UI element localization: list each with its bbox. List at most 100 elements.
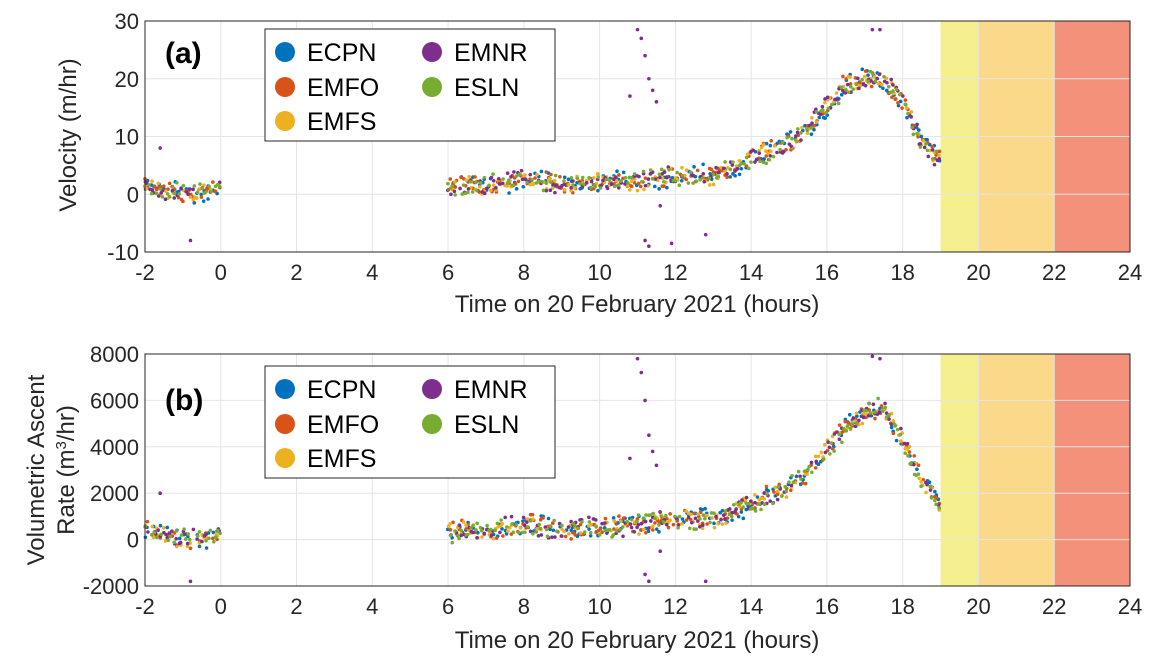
velocity-point-emnr — [497, 182, 502, 186]
ascent-point-emfs — [712, 525, 717, 530]
velocity-point-esln — [903, 102, 908, 107]
velocity-x-tick-labels: -2 0 2 4 6 8 10 12 14 16 18 20 22 24 — [135, 260, 1142, 285]
velocity-point-esln — [530, 177, 534, 182]
ascent-point-emfo — [698, 510, 703, 514]
velocity-point-emfo — [533, 176, 537, 180]
ascent-point-esln — [183, 537, 188, 541]
ascent-point-esln — [459, 528, 464, 533]
velocity-legend-marker-emfo — [275, 77, 295, 97]
velocity-point-esln — [501, 177, 505, 181]
velocity-point-emnr — [188, 187, 192, 191]
ascent-point-emnr — [509, 514, 514, 519]
velocity-point-emnr — [753, 160, 757, 164]
velocity-x-tick-label: 0 — [215, 260, 227, 285]
velocity-point-emnr — [653, 177, 658, 181]
ascent-point-esln — [659, 514, 664, 519]
velocity-point-emnr — [789, 144, 793, 148]
ascent-point-emfs — [185, 544, 190, 549]
ascent-point-ecpn — [889, 425, 894, 430]
ascent-point-esln — [732, 502, 736, 507]
velocity-point-emfs — [630, 179, 634, 184]
velocity-x-tick-label: 20 — [966, 260, 990, 285]
ascent-point-esln — [611, 533, 616, 537]
ascent-point-esln — [933, 498, 937, 503]
velocity-point-emfo — [841, 74, 845, 79]
velocity-point-emnr-outlier — [669, 241, 674, 246]
ascent-point-ecpn — [197, 544, 202, 549]
velocity-point-emfo — [812, 124, 816, 128]
velocity-point-esln — [698, 177, 703, 182]
ascent-point-emfo — [188, 546, 193, 551]
velocity-point-emfs — [552, 178, 557, 183]
ascent-point-emfo — [907, 450, 912, 454]
velocity-point-emnr — [725, 172, 729, 176]
velocity-point-emfs — [711, 182, 716, 187]
ascent-point-emfs — [684, 509, 688, 514]
velocity-point-emnr — [496, 176, 501, 181]
velocity-point-emnr — [926, 154, 931, 159]
velocity-point-emnr — [909, 115, 914, 119]
velocity-point-emfs — [625, 183, 630, 188]
velocity-point-esln — [165, 192, 170, 196]
ascent-point-emnr — [658, 510, 662, 514]
ascent-point-emnr — [639, 521, 644, 526]
ascent-point-emfs — [578, 531, 583, 535]
ascent-legend-label-emfo: EMFO — [307, 411, 379, 439]
ascent-point-ecpn — [847, 412, 852, 417]
ascent-point-ecpn — [546, 516, 551, 521]
ascent-point-emfs — [163, 539, 168, 543]
ascent-point-emfo — [813, 466, 818, 470]
ascent-point-esln — [738, 501, 743, 505]
velocity-point-esln — [511, 183, 516, 188]
velocity-point-esln — [536, 179, 541, 184]
velocity-point-emnr — [820, 104, 825, 109]
velocity-point-ecpn — [905, 115, 909, 120]
velocity-point-emfs — [800, 125, 804, 130]
velocity-point-emfs — [769, 149, 773, 154]
velocity-point-emfs — [642, 187, 646, 192]
ascent-point-esln — [573, 523, 577, 528]
velocity-point-emfs — [144, 186, 149, 191]
ascent-point-emfs — [917, 476, 922, 481]
ascent-point-emnr-outlier — [878, 356, 882, 361]
ascent-point-emnr — [550, 535, 554, 540]
ascent-point-esln — [511, 530, 516, 535]
velocity-y-tick-labels: -10 0 10 20 30 — [107, 9, 139, 265]
ascent-point-ecpn — [816, 462, 821, 467]
ascent-point-emfo — [530, 512, 535, 517]
velocity-point-esln — [785, 135, 789, 140]
velocity-point-emnr — [528, 172, 533, 177]
ascent-point-esln — [881, 409, 885, 413]
ascent-point-emnr — [475, 535, 479, 540]
velocity-point-emnr — [701, 172, 706, 176]
velocity-point-ecpn — [615, 169, 619, 174]
ascent-x-tick-label: 22 — [1042, 594, 1066, 619]
ascent-point-emnr — [721, 513, 726, 517]
velocity-point-emfs — [708, 183, 712, 187]
velocity-point-esln — [177, 192, 181, 196]
velocity-point-emfo — [684, 177, 688, 182]
ascent-point-emfo — [735, 512, 739, 516]
ascent-point-ecpn — [587, 527, 591, 531]
ascent-point-esln — [806, 467, 810, 472]
ascent-point-esln — [771, 501, 775, 506]
ascent-point-emnr — [521, 515, 526, 520]
velocity-point-emfs — [550, 186, 555, 190]
velocity-point-esln — [575, 176, 580, 181]
ascent-point-esln — [544, 527, 549, 532]
velocity-point-emnr — [179, 187, 183, 191]
ascent-point-esln — [842, 426, 846, 431]
ascent-point-ecpn — [703, 506, 707, 511]
ascent-x-tick-label: 14 — [739, 594, 763, 619]
ascent-point-emnr — [632, 530, 637, 534]
velocity-point-ecpn — [812, 127, 816, 132]
ascent-point-esln — [844, 429, 849, 433]
ascent-point-emfs — [813, 454, 818, 459]
ascent-point-esln — [687, 526, 692, 531]
ascent-point-emfo — [934, 496, 939, 500]
ascent-point-ecpn — [654, 527, 659, 531]
velocity-point-emnr — [523, 177, 527, 181]
velocity-point-ecpn — [896, 103, 901, 108]
velocity-point-emfo — [890, 95, 894, 100]
ascent-point-emnr — [482, 531, 486, 536]
